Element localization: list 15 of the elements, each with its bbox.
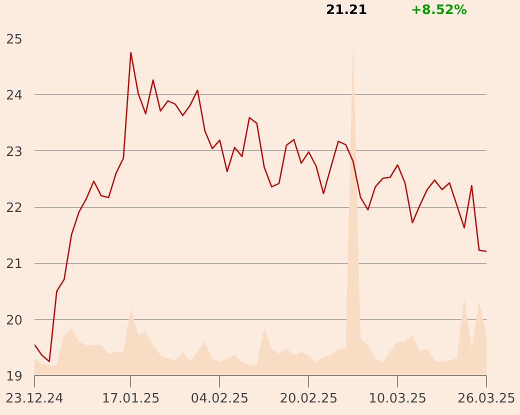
y-tick-label: 22 (6, 201, 23, 216)
y-tick-label: 24 (6, 88, 23, 104)
x-tick-label: 04.02.25 (190, 392, 249, 406)
text: +8.52% (411, 2, 467, 20)
x-tick-label: 20.02.25 (280, 392, 338, 406)
x-tick-label: 10.03.25 (368, 392, 427, 406)
x-tick-label: 26.03.25 (458, 392, 516, 406)
y-tick-label: 23 (6, 144, 23, 160)
y-tick-label: 20 (6, 313, 23, 328)
text: 21.21 (326, 2, 368, 20)
x-tick-label: 23.12.24 (6, 392, 64, 406)
y-tick-label: 21 (6, 257, 23, 272)
x-tick-label: 17.01.25 (102, 392, 160, 406)
y-tick-label: 25 (6, 32, 23, 48)
y-tick-label: 19 (6, 370, 23, 384)
